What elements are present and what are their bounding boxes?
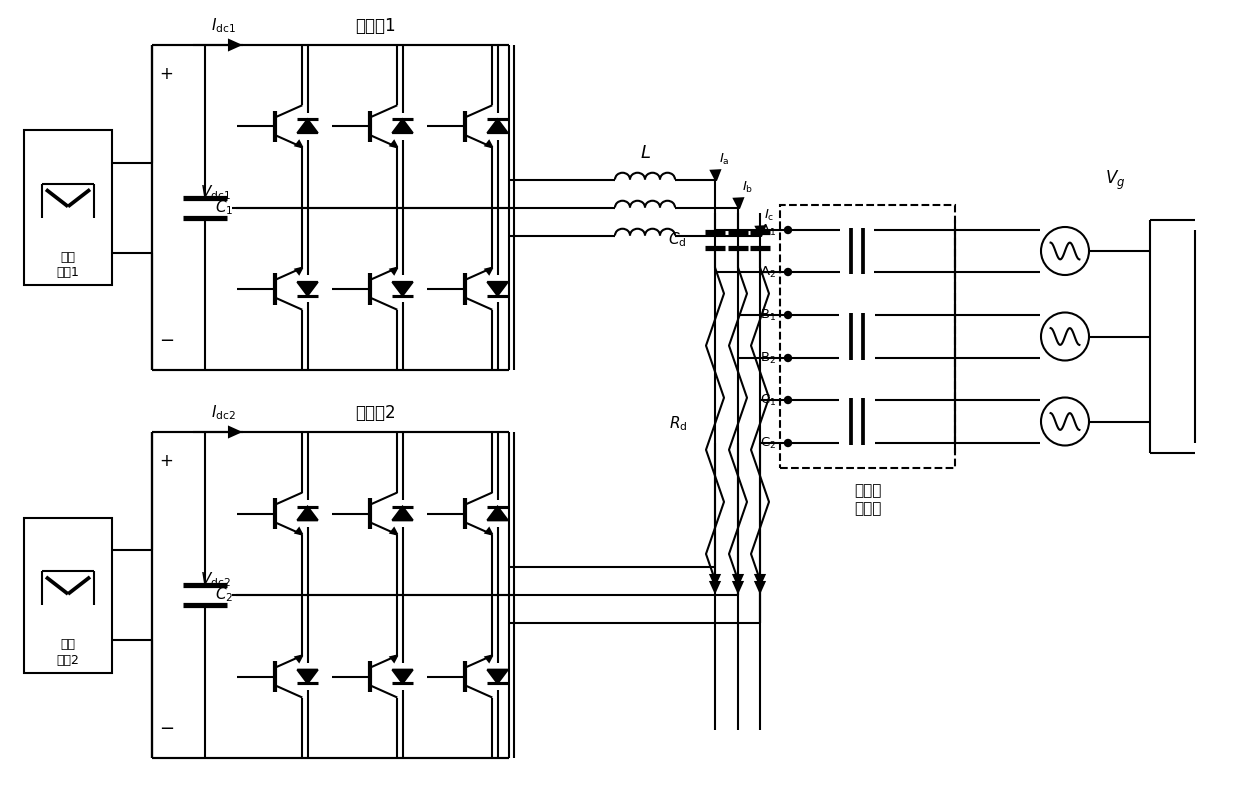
Polygon shape bbox=[390, 141, 398, 147]
Polygon shape bbox=[393, 119, 413, 133]
Text: $L$: $L$ bbox=[639, 143, 650, 162]
Text: 光伏
阵列2: 光伏 阵列2 bbox=[57, 638, 79, 666]
Bar bbox=[24, 130, 112, 285]
Text: B$_2$: B$_2$ bbox=[760, 350, 776, 366]
Text: $I_{\mathrm{c}}$: $I_{\mathrm{c}}$ bbox=[764, 208, 774, 223]
Polygon shape bbox=[297, 119, 317, 133]
Text: B$_1$: B$_1$ bbox=[760, 307, 776, 322]
Text: −: − bbox=[159, 332, 175, 350]
Polygon shape bbox=[486, 141, 492, 147]
Text: $C_2$: $C_2$ bbox=[216, 586, 233, 604]
Text: $C_1$: $C_1$ bbox=[216, 198, 233, 217]
Text: 逆变器1: 逆变器1 bbox=[354, 17, 395, 35]
Polygon shape bbox=[733, 582, 742, 592]
Circle shape bbox=[784, 311, 792, 318]
Bar bbox=[24, 518, 112, 673]
Circle shape bbox=[784, 439, 792, 446]
Text: C$_1$: C$_1$ bbox=[760, 393, 776, 407]
Circle shape bbox=[784, 354, 792, 362]
Bar bbox=[781, 205, 955, 468]
Polygon shape bbox=[733, 198, 743, 209]
Polygon shape bbox=[487, 119, 508, 133]
Text: 逆变器2: 逆变器2 bbox=[354, 404, 395, 422]
Text: $I_{\mathrm{b}}$: $I_{\mathrm{b}}$ bbox=[742, 180, 753, 195]
Text: C$_2$: C$_2$ bbox=[760, 435, 776, 450]
Text: $I_{\rm dc1}$: $I_{\rm dc1}$ bbox=[211, 16, 235, 35]
Text: −: − bbox=[159, 720, 175, 738]
Circle shape bbox=[784, 397, 792, 403]
Polygon shape bbox=[756, 582, 764, 592]
Text: $I_{\rm dc2}$: $I_{\rm dc2}$ bbox=[211, 403, 235, 422]
Polygon shape bbox=[393, 670, 413, 683]
Polygon shape bbox=[296, 268, 302, 274]
Polygon shape bbox=[756, 226, 764, 237]
Polygon shape bbox=[393, 282, 413, 295]
Polygon shape bbox=[486, 655, 492, 662]
Text: $V_{\rm dc2}$: $V_{\rm dc2}$ bbox=[199, 570, 230, 590]
Text: $C_{\rm d}$: $C_{\rm d}$ bbox=[669, 230, 686, 250]
Polygon shape bbox=[733, 575, 742, 585]
Polygon shape bbox=[296, 141, 302, 147]
Text: $I_{\mathrm{a}}$: $I_{\mathrm{a}}$ bbox=[719, 152, 730, 167]
Polygon shape bbox=[296, 528, 302, 534]
Text: $V_g$: $V_g$ bbox=[1105, 169, 1125, 192]
Text: 开绕组
变压器: 开绕组 变压器 bbox=[854, 483, 881, 517]
Text: A$_2$: A$_2$ bbox=[760, 265, 776, 279]
Polygon shape bbox=[390, 268, 398, 274]
Polygon shape bbox=[710, 575, 720, 585]
Polygon shape bbox=[393, 506, 413, 520]
Polygon shape bbox=[229, 40, 240, 50]
Polygon shape bbox=[487, 670, 508, 683]
Text: +: + bbox=[159, 65, 173, 83]
Text: $V_{\rm dc1}$: $V_{\rm dc1}$ bbox=[199, 183, 230, 202]
Polygon shape bbox=[711, 170, 720, 181]
Text: +: + bbox=[159, 452, 173, 470]
Polygon shape bbox=[297, 506, 317, 520]
Polygon shape bbox=[487, 506, 508, 520]
Circle shape bbox=[784, 269, 792, 275]
Polygon shape bbox=[296, 655, 302, 662]
Polygon shape bbox=[390, 528, 398, 534]
Text: $R_{\rm d}$: $R_{\rm d}$ bbox=[669, 414, 686, 433]
Polygon shape bbox=[756, 575, 764, 585]
Polygon shape bbox=[710, 582, 720, 592]
Polygon shape bbox=[390, 655, 398, 662]
Polygon shape bbox=[297, 670, 317, 683]
Text: A$_1$: A$_1$ bbox=[760, 222, 776, 238]
Text: 光伏
阵列1: 光伏 阵列1 bbox=[57, 251, 79, 279]
Polygon shape bbox=[487, 282, 508, 295]
Polygon shape bbox=[229, 427, 240, 437]
Polygon shape bbox=[486, 528, 492, 534]
Circle shape bbox=[784, 226, 792, 234]
Polygon shape bbox=[297, 282, 317, 295]
Polygon shape bbox=[486, 268, 492, 274]
